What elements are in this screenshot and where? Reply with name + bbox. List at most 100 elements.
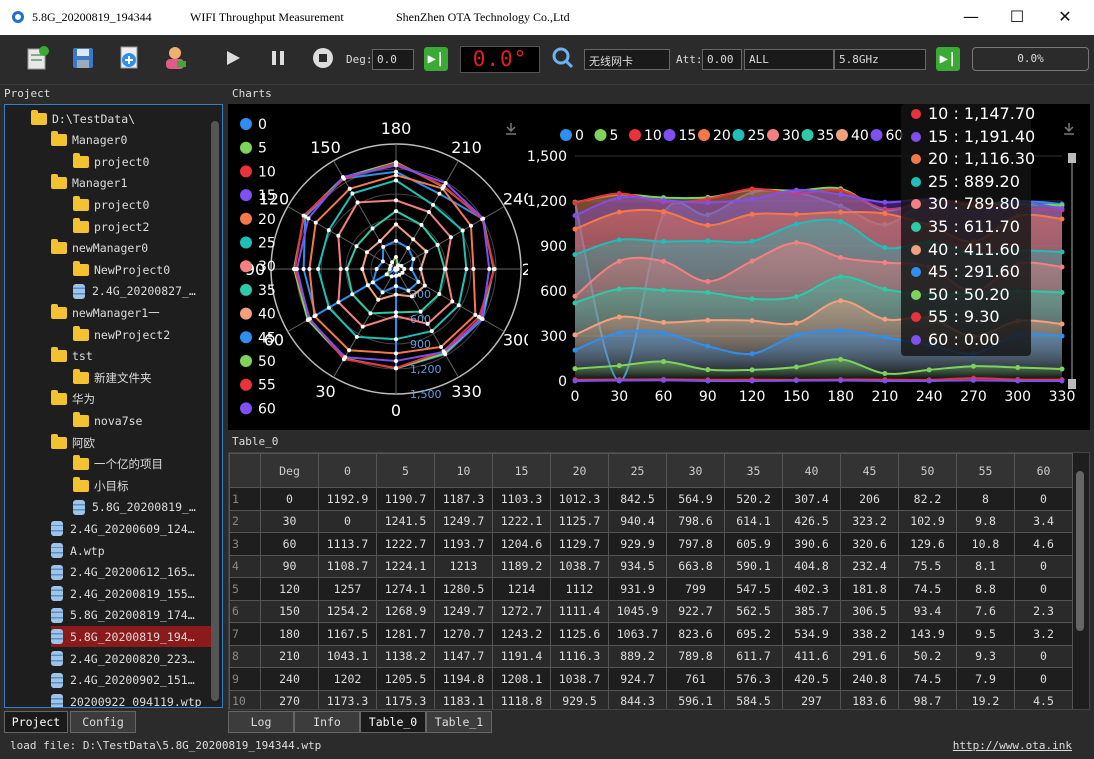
table-cell[interactable]: 1205.5 (376, 667, 435, 691)
tree-item[interactable]: 5.8G_20200819_174… (51, 605, 195, 626)
table-cell[interactable]: 1272.7 (492, 599, 551, 623)
table-cell[interactable]: 520.2 (724, 487, 783, 511)
table-cell[interactable]: 1192.9 (318, 487, 377, 511)
table-cell[interactable]: 1175.3 (376, 689, 435, 709)
table-cell[interactable]: 929.5 (550, 689, 609, 709)
table-cell[interactable]: 1204.6 (492, 532, 551, 556)
stop-button[interactable] (308, 43, 338, 73)
tree-item[interactable]: 阿欧 (51, 432, 95, 453)
table-cell[interactable]: 181.8 (840, 577, 899, 601)
table-cell[interactable]: 320.6 (840, 532, 899, 556)
table-cell[interactable]: 940.4 (608, 509, 667, 533)
table-cell[interactable]: 297 (782, 689, 841, 709)
table-row[interactable]: 4 90 1108.7 1224.1 1213 1189.2 1038.7 934.5 663.… (229, 554, 1073, 578)
column-header[interactable]: 50 (898, 453, 957, 488)
table-cell[interactable]: 562.5 (724, 599, 783, 623)
tree-item[interactable]: Manager1 (51, 173, 127, 194)
table-row[interactable]: 7 180 1167.5 1281.7 1270.7 1243.2 1125.6 1063.7… (229, 622, 1073, 646)
table-cell[interactable]: 210 (260, 644, 319, 668)
table-cell[interactable]: 74.5 (898, 577, 957, 601)
table-cell[interactable]: 1190.7 (376, 487, 435, 511)
table-cell[interactable]: 143.9 (898, 622, 957, 646)
tree-item[interactable]: tst (51, 346, 93, 367)
maximize-button[interactable]: ☐ (1009, 7, 1025, 26)
table-cell[interactable]: 1202 (318, 667, 377, 691)
table-cell[interactable]: 3.2 (1014, 622, 1073, 646)
table-cell[interactable]: 1189.2 (492, 554, 551, 578)
go-att-button[interactable]: ▶| (936, 47, 960, 71)
column-header[interactable]: 20 (550, 453, 609, 488)
band-select[interactable]: 5.8GHz (834, 49, 926, 70)
column-header[interactable]: 5 (376, 453, 435, 488)
column-header[interactable]: Deg (260, 453, 319, 488)
tree-item[interactable]: A.wtp (51, 540, 105, 561)
table-cell[interactable]: 1213 (434, 554, 493, 578)
table-cell[interactable]: 1118.8 (492, 689, 551, 709)
table-cell[interactable]: 75.5 (898, 554, 957, 578)
table-cell[interactable]: 1224.1 (376, 554, 435, 578)
column-header[interactable]: 30 (666, 453, 725, 488)
tree-item[interactable]: project0 (73, 194, 149, 215)
table-scrollbar[interactable] (1076, 471, 1084, 631)
tab-project[interactable]: Project (4, 711, 68, 733)
table-cell[interactable]: 1222.1 (492, 509, 551, 533)
table-cell[interactable]: 240 (260, 667, 319, 691)
table-cell[interactable]: 823.6 (666, 622, 725, 646)
table-cell[interactable]: 120 (260, 577, 319, 601)
table-cell[interactable]: 150 (260, 599, 319, 623)
table-cell[interactable]: 611.7 (724, 644, 783, 668)
table-cell[interactable]: 0 (1014, 644, 1073, 668)
tree-item[interactable]: Manager0 (51, 130, 127, 151)
table-cell[interactable]: 323.2 (840, 509, 899, 533)
table-cell[interactable]: 1193.7 (434, 532, 493, 556)
table-cell[interactable]: 93.4 (898, 599, 957, 623)
table-cell[interactable]: 1125.7 (550, 509, 609, 533)
tree-item[interactable]: 一个亿的项目 (73, 454, 163, 475)
tree-item[interactable]: newProject2 (73, 324, 170, 345)
website-link[interactable]: http://www.ota.ink (952, 739, 1072, 752)
table-cell[interactable]: 799 (666, 577, 725, 601)
pause-button[interactable] (263, 43, 293, 73)
tree-item[interactable]: 2.4G_20200827_… (73, 281, 196, 302)
table-cell[interactable]: 1108.7 (318, 554, 377, 578)
table-cell[interactable]: 798.6 (666, 509, 725, 533)
table-row[interactable]: 9 240 1202 1205.5 1194.8 1208.1 1038.7 924.7 761… (229, 667, 1073, 691)
table-cell[interactable]: 307.4 (782, 487, 841, 511)
table-cell[interactable]: 1191.4 (492, 644, 551, 668)
tree-item[interactable]: 20200922_094119.wtp (51, 691, 202, 707)
table-cell[interactable]: 7.9 (956, 667, 1015, 691)
table-cell[interactable]: 596.1 (666, 689, 725, 709)
table-cell[interactable]: 614.1 (724, 509, 783, 533)
tree-item[interactable]: NewProject0 (73, 259, 170, 280)
table-cell[interactable]: 74.5 (898, 667, 957, 691)
column-header[interactable]: 15 (492, 453, 551, 488)
table-cell[interactable]: 385.7 (782, 599, 841, 623)
table-cell[interactable]: 0 (1014, 667, 1073, 691)
tree-item[interactable]: project0 (73, 151, 149, 172)
column-header[interactable]: 35 (724, 453, 783, 488)
tree-item[interactable]: 5.8G_20200819_194… (51, 626, 211, 648)
table-cell[interactable]: 1045.9 (608, 599, 667, 623)
table-cell[interactable]: 695.2 (724, 622, 783, 646)
table-cell[interactable]: 129.6 (898, 532, 957, 556)
table-cell[interactable]: 584.5 (724, 689, 783, 709)
table-cell[interactable]: 1183.1 (434, 689, 493, 709)
table-row[interactable]: 1 0 1192.9 1190.7 1187.3 1103.3 1012.3 842.5 564… (229, 487, 1073, 511)
table-cell[interactable]: 929.9 (608, 532, 667, 556)
table-cell[interactable]: 1103.3 (492, 487, 551, 511)
table-cell[interactable]: 1125.6 (550, 622, 609, 646)
table-cell[interactable]: 922.7 (666, 599, 725, 623)
table-cell[interactable]: 420.5 (782, 667, 841, 691)
table-cell[interactable]: 1063.7 (608, 622, 667, 646)
table-cell[interactable]: 1113.7 (318, 532, 377, 556)
tab-info[interactable]: Info (294, 711, 360, 733)
tree-item[interactable]: nova7se (73, 410, 142, 431)
table-cell[interactable]: 1167.5 (318, 622, 377, 646)
table-cell[interactable]: 1280.5 (434, 577, 493, 601)
table-cell[interactable]: 889.2 (608, 644, 667, 668)
table-cell[interactable]: 4.6 (1014, 532, 1073, 556)
table-row[interactable]: 8 210 1043.1 1138.2 1147.7 1191.4 1116.3 889.2 7… (229, 644, 1073, 668)
table-cell[interactable]: 411.6 (782, 644, 841, 668)
tree-item[interactable]: 小目标 (73, 475, 129, 496)
table-cell[interactable]: 0 (260, 487, 319, 511)
